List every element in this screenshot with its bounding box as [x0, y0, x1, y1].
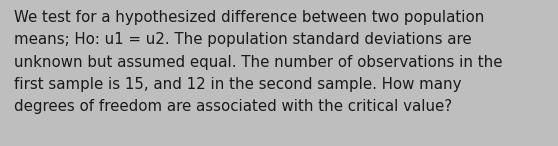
Text: We test for a hypothesized difference between two population
means; Ho: u1 = u2.: We test for a hypothesized difference be… [14, 10, 502, 114]
